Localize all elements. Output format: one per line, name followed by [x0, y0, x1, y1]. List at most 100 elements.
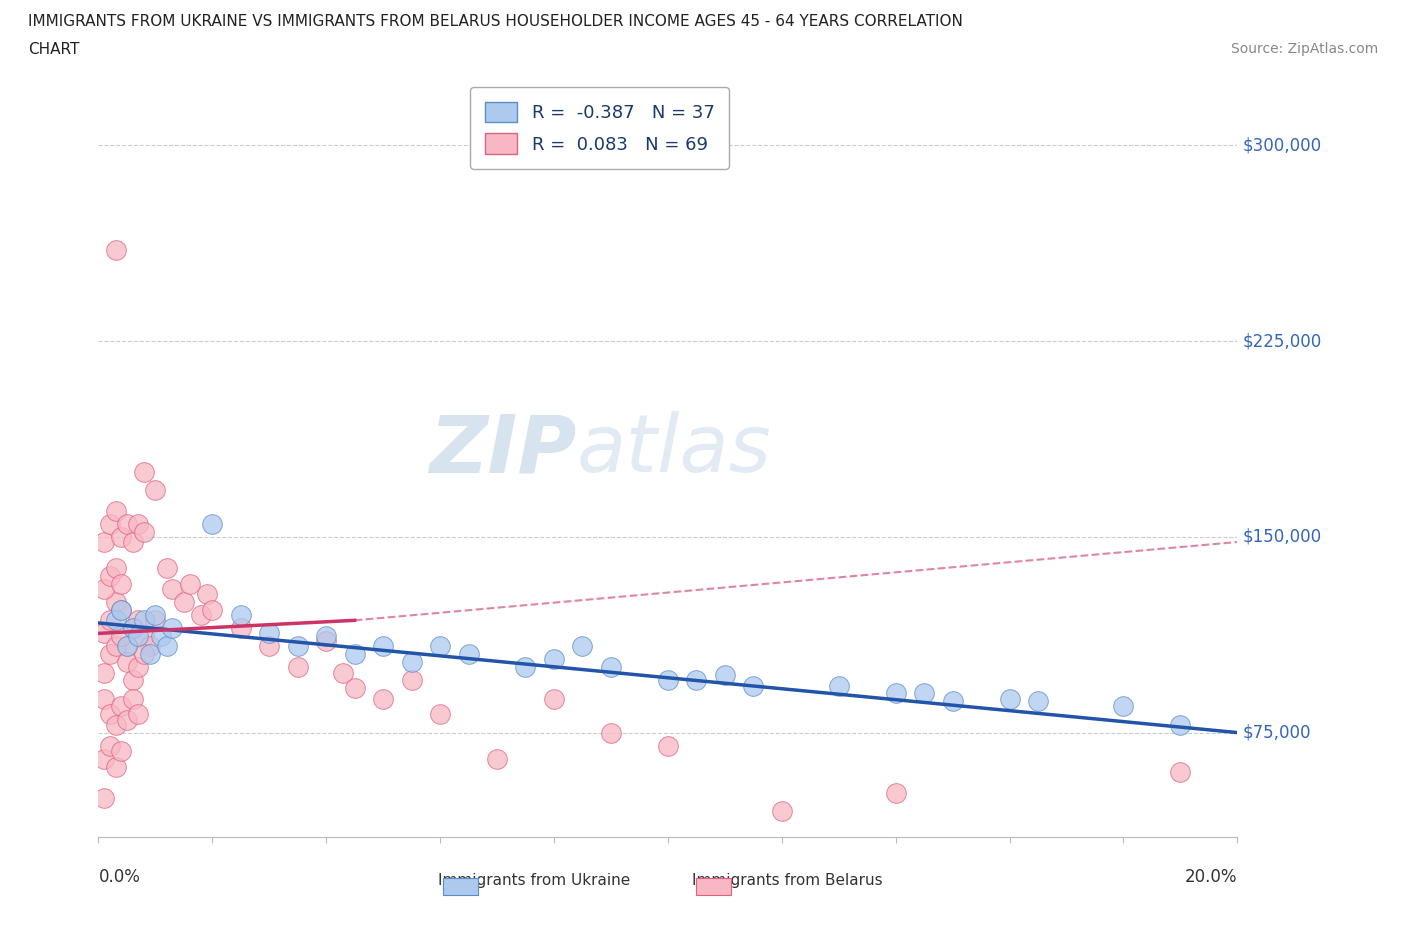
- Point: [1026, 694, 1049, 709]
- Point: [145, 483, 167, 498]
- Point: [110, 699, 132, 714]
- Point: [104, 503, 127, 518]
- Point: [156, 639, 179, 654]
- Point: [828, 678, 851, 693]
- Point: [259, 639, 281, 654]
- Point: [201, 516, 224, 531]
- Point: [486, 751, 509, 766]
- Point: [912, 686, 935, 701]
- Point: [93, 790, 115, 805]
- Point: [770, 804, 793, 818]
- Point: [884, 686, 907, 701]
- Point: [132, 525, 155, 539]
- Point: [173, 594, 195, 609]
- Point: [104, 561, 127, 576]
- Point: [156, 561, 179, 576]
- Point: [132, 647, 155, 662]
- Text: CHART: CHART: [28, 42, 80, 57]
- Point: [600, 725, 623, 740]
- Point: [229, 620, 252, 635]
- Point: [429, 707, 451, 722]
- Point: [115, 712, 138, 727]
- Point: [315, 633, 337, 648]
- Point: [110, 603, 132, 618]
- Point: [132, 613, 155, 628]
- Point: [138, 639, 160, 654]
- Point: [1170, 717, 1192, 732]
- Text: Immigrants from Belarus: Immigrants from Belarus: [692, 873, 883, 888]
- Point: [98, 568, 121, 583]
- Point: [287, 660, 309, 675]
- Point: [742, 678, 765, 693]
- Point: [401, 673, 423, 688]
- Point: [543, 652, 565, 667]
- Text: $150,000: $150,000: [1243, 528, 1322, 546]
- Point: [115, 516, 138, 531]
- Point: [98, 707, 121, 722]
- Point: [600, 660, 623, 675]
- Point: [373, 691, 395, 706]
- Point: [201, 603, 224, 618]
- Point: [93, 535, 115, 550]
- Point: [93, 581, 115, 596]
- Point: [93, 626, 115, 641]
- Text: $225,000: $225,000: [1243, 332, 1322, 350]
- Point: [127, 707, 149, 722]
- Point: [98, 516, 121, 531]
- Point: [104, 759, 127, 774]
- Point: [121, 691, 143, 706]
- Point: [110, 743, 132, 758]
- Point: [98, 738, 121, 753]
- Point: [714, 668, 737, 683]
- Point: [93, 665, 115, 680]
- Point: [315, 629, 337, 644]
- Text: 0.0%: 0.0%: [98, 869, 141, 886]
- Point: [104, 613, 127, 628]
- Point: [287, 639, 309, 654]
- Point: [401, 655, 423, 670]
- Point: [104, 639, 127, 654]
- Point: [332, 665, 354, 680]
- Legend: R =  -0.387   N = 37, R =  0.083   N = 69: R = -0.387 N = 37, R = 0.083 N = 69: [470, 87, 728, 168]
- Point: [121, 620, 143, 635]
- Point: [162, 581, 184, 596]
- Point: [657, 673, 679, 688]
- Point: [98, 647, 121, 662]
- Point: [138, 647, 160, 662]
- Point: [110, 629, 132, 644]
- Text: IMMIGRANTS FROM UKRAINE VS IMMIGRANTS FROM BELARUS HOUSEHOLDER INCOME AGES 45 - : IMMIGRANTS FROM UKRAINE VS IMMIGRANTS FR…: [28, 14, 963, 29]
- Point: [195, 587, 218, 602]
- Point: [115, 639, 138, 654]
- Point: [343, 681, 366, 696]
- Point: [132, 629, 155, 644]
- Point: [127, 613, 149, 628]
- Point: [571, 639, 593, 654]
- Point: [104, 242, 127, 257]
- Point: [190, 607, 212, 622]
- Point: [104, 717, 127, 732]
- Point: [884, 785, 907, 800]
- Point: [657, 738, 679, 753]
- Point: [127, 660, 149, 675]
- Point: [145, 607, 167, 622]
- Point: [229, 607, 252, 622]
- Point: [121, 620, 143, 635]
- Point: [429, 639, 451, 654]
- Point: [115, 655, 138, 670]
- Point: [132, 464, 155, 479]
- Point: [121, 535, 143, 550]
- Point: [110, 577, 132, 591]
- Point: [127, 516, 149, 531]
- Point: [104, 594, 127, 609]
- Point: [179, 577, 201, 591]
- Point: [110, 529, 132, 544]
- Point: [373, 639, 395, 654]
- Text: ZIP: ZIP: [429, 411, 576, 489]
- Point: [145, 613, 167, 628]
- Point: [259, 626, 281, 641]
- Point: [1170, 764, 1192, 779]
- Point: [543, 691, 565, 706]
- Text: atlas: atlas: [576, 411, 772, 489]
- Text: Source: ZipAtlas.com: Source: ZipAtlas.com: [1230, 42, 1378, 56]
- Point: [343, 647, 366, 662]
